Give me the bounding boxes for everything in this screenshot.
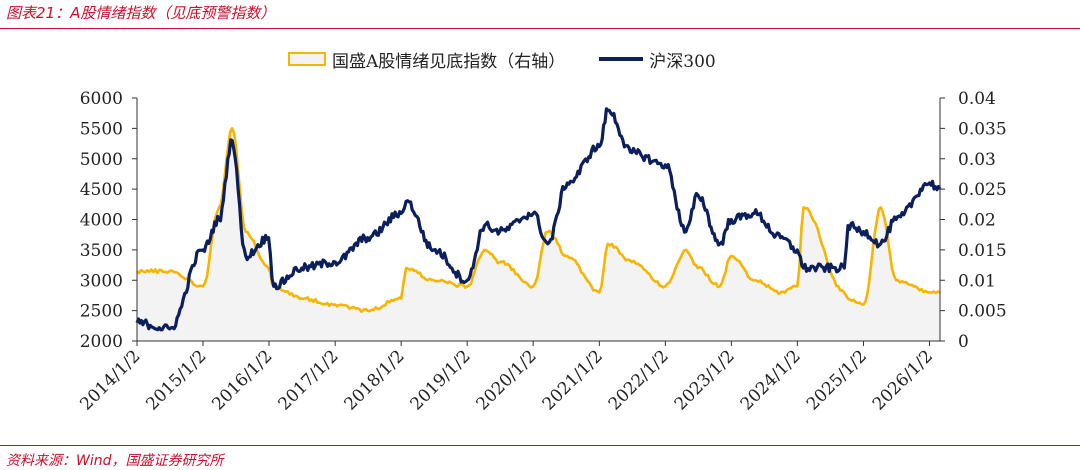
x-tick-label-2019/1/2: 2019/1/2	[407, 346, 475, 414]
left-tick-label-4000: 4000	[80, 211, 123, 231]
left-tick-label-2000: 2000	[80, 332, 123, 352]
right-tick-label-0.04: 0.04	[958, 89, 996, 109]
right-tick-label-0.02: 0.02	[958, 211, 996, 231]
left-tick-label-3000: 3000	[80, 271, 123, 291]
left-tick-label-5000: 5000	[80, 150, 123, 170]
x-tick-label-2015/1/2: 2015/1/2	[142, 346, 210, 414]
chart-canvas: 6000 5500 5000 4500 4000 3500 3000 2500 2000 0.04…	[76, 89, 1007, 415]
hs300-series-group	[135, 107, 942, 332]
x-tick-label-2016/1/2: 2016/1/2	[208, 346, 276, 414]
x-tick-label-2025/1/2: 2025/1/2	[803, 346, 871, 414]
sentiment-series-group	[136, 127, 941, 341]
left-tick-label-2500: 2500	[80, 302, 123, 322]
legend-swatch-sentiment	[288, 52, 326, 66]
legend-item-hs300: 沪深300	[599, 47, 716, 72]
top-rule	[0, 28, 1080, 29]
right-tick-label-0.005: 0.005	[958, 302, 1007, 322]
bottom-rule	[0, 445, 1080, 446]
source-note: 资料来源：Wind，国盛证券研究所	[6, 453, 224, 469]
right-tick-label-0.01: 0.01	[958, 271, 996, 291]
x-tick-label-2024/1/2: 2024/1/2	[737, 346, 805, 414]
sentiment-area	[137, 128, 940, 341]
x-tick-label-2021/1/2: 2021/1/2	[539, 346, 607, 414]
x-tick-label-2022/1/2: 2022/1/2	[605, 346, 673, 414]
right-tick-label-0.035: 0.035	[958, 119, 1007, 139]
right-tick-label-0.015: 0.015	[958, 241, 1007, 261]
figure-title: 图表21：A股情绪指数（见底预警指数）	[6, 4, 276, 22]
left-tick-label-4500: 4500	[80, 180, 123, 200]
x-tick-label-2018/1/2: 2018/1/2	[341, 346, 409, 414]
chart-legend: 国盛A股情绪见底指数（右轴） 沪深300	[288, 46, 750, 72]
x-tick-label-2017/1/2: 2017/1/2	[275, 346, 343, 414]
legend-label-sentiment: 国盛A股情绪见底指数（右轴）	[332, 51, 566, 72]
x-tick-label-2023/1/2: 2023/1/2	[671, 346, 739, 414]
x-tick-label-2014/1/2: 2014/1/2	[76, 346, 144, 414]
left-tick-label-3500: 3500	[80, 241, 123, 261]
right-tick-label-0.025: 0.025	[958, 180, 1007, 200]
right-tick-label-0.03: 0.03	[958, 150, 996, 170]
x-tick-label-2026/1/2: 2026/1/2	[869, 346, 937, 414]
left-tick-label-5500: 5500	[80, 119, 123, 139]
left-tick-label-6000: 6000	[80, 89, 123, 109]
legend-label-hs300: 沪深300	[649, 51, 716, 72]
legend-swatch-hs300	[599, 57, 644, 61]
legend-item-sentiment: 国盛A股情绪见底指数（右轴）	[288, 47, 565, 72]
hs300-line	[135, 107, 942, 332]
right-tick-label-0: 0	[958, 332, 969, 352]
x-tick-label-2020/1/2: 2020/1/2	[473, 346, 541, 414]
